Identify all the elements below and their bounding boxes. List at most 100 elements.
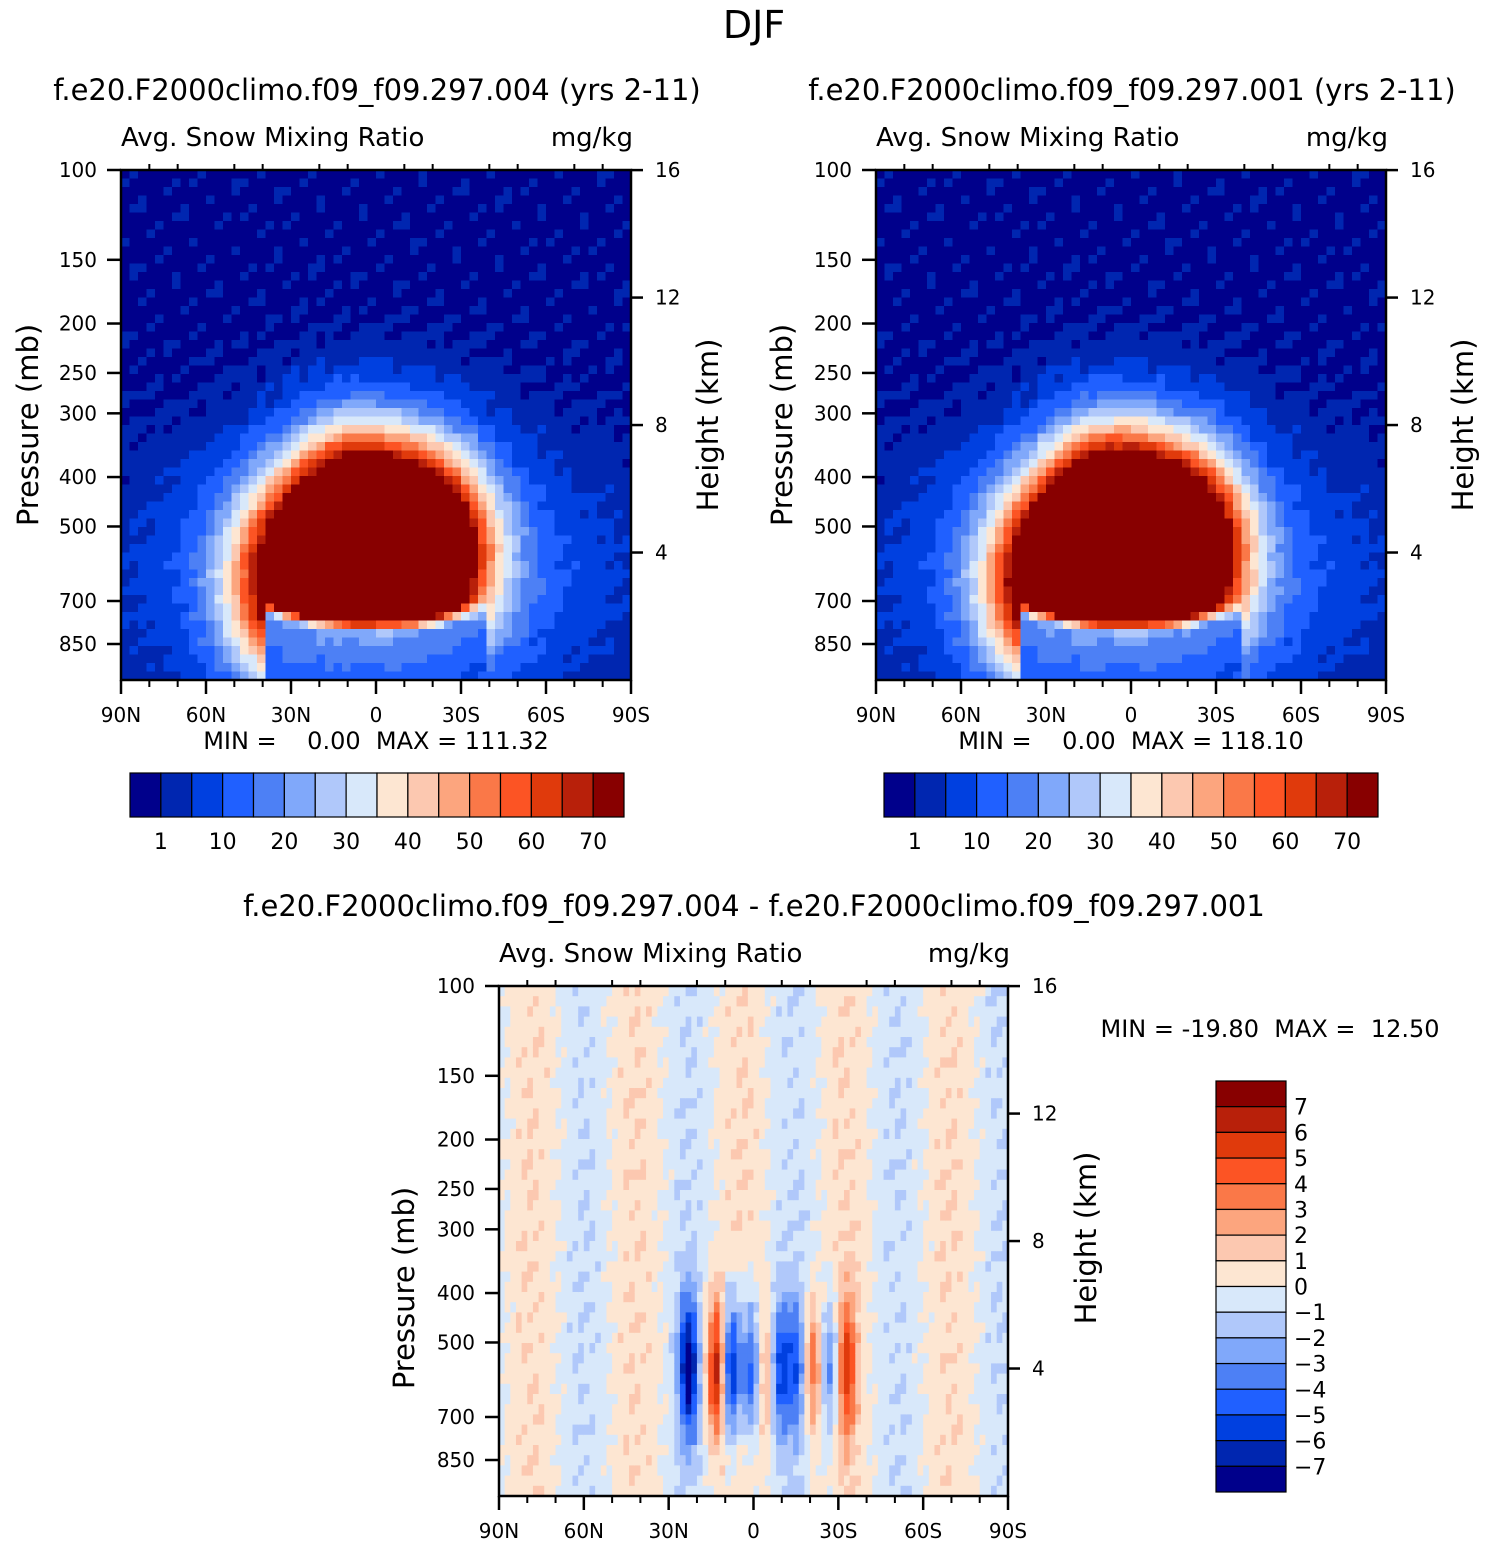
contour-cell [605, 518, 615, 528]
contour-cell [503, 510, 513, 520]
contour-cell [884, 561, 894, 571]
contour-cell [214, 484, 224, 494]
contour-cell [121, 663, 131, 673]
contour-cell [961, 280, 971, 290]
contour-cell [180, 255, 190, 265]
contour-cell [1046, 170, 1056, 180]
contour-cell [495, 221, 505, 231]
contour-cell [580, 527, 590, 537]
contour-cell [155, 357, 165, 367]
contour-cell [1037, 408, 1047, 418]
contour-cell [367, 501, 377, 511]
contour-cell [265, 518, 275, 528]
contour-cell [435, 297, 445, 307]
contour-cell [614, 263, 624, 273]
contour-cell [1029, 629, 1039, 639]
contour-cell [563, 442, 573, 452]
contour-cell [248, 204, 258, 214]
contour-cell [138, 263, 148, 273]
contour-cell [410, 561, 420, 571]
contour-cell [265, 578, 275, 588]
contour-cell [384, 637, 394, 647]
contour-cell [961, 229, 971, 239]
contour-cell [146, 620, 156, 630]
contour-cell [1037, 263, 1047, 273]
contour-cell [129, 246, 139, 256]
contour-cell [546, 416, 556, 426]
contour-cell [257, 595, 267, 605]
contour-cell [605, 374, 615, 384]
contour-cell [614, 272, 624, 282]
contour-cell [410, 399, 420, 409]
contour-cell [265, 569, 275, 579]
contour-cell [969, 433, 979, 443]
contour-cell [927, 238, 937, 248]
contour-cell [299, 331, 309, 341]
contour-cell [995, 603, 1005, 613]
contour-cell [240, 238, 250, 248]
contour-cell [622, 569, 631, 579]
contour-cell [274, 289, 284, 299]
contour-cell [1012, 561, 1022, 571]
contour-cell [529, 323, 539, 333]
contour-cell [503, 612, 513, 622]
contour-cell [393, 595, 403, 605]
contour-cell [478, 170, 488, 180]
contour-cell [901, 544, 911, 554]
contour-cell [214, 204, 224, 214]
contour-cell [901, 246, 911, 256]
contour-cell [486, 501, 496, 511]
contour-cell [248, 399, 258, 409]
contour-cell [995, 272, 1005, 282]
colorbar-label: 10 [209, 830, 237, 855]
contour-cell [503, 357, 513, 367]
contour-cell [316, 476, 326, 486]
contour-cell [918, 569, 928, 579]
contour-cell [876, 212, 886, 222]
contour-cell [138, 374, 148, 384]
contour-cell [978, 229, 988, 239]
contour-cell [325, 348, 335, 358]
contour-cell [512, 552, 522, 562]
contour-cell [554, 212, 564, 222]
contour-cell [121, 578, 131, 588]
contour-cell [410, 255, 420, 265]
contour-cell [893, 637, 903, 647]
contour-cell [384, 408, 394, 418]
contour-cell [622, 459, 631, 469]
contour-cell [1037, 654, 1047, 664]
contour-cell [163, 569, 173, 579]
contour-cell [172, 187, 182, 197]
contour-cell [969, 348, 979, 358]
contour-cell [291, 374, 301, 384]
contour-cell [884, 552, 894, 562]
contour-cell [257, 535, 267, 545]
contour-cell [469, 323, 479, 333]
contour-cell [986, 527, 996, 537]
contour-cell [986, 331, 996, 341]
contour-cell [189, 569, 199, 579]
contour-cell [350, 620, 360, 630]
contour-cell [486, 586, 496, 596]
contour-cell [622, 246, 631, 256]
colorbar-box [314, 772, 347, 818]
contour-cell [325, 408, 335, 418]
contour-cell [308, 603, 318, 613]
contour-cell [257, 229, 267, 239]
contour-cell [1012, 663, 1022, 673]
contour-cell [452, 544, 462, 554]
contour-cell [1029, 229, 1039, 239]
contour-cell [376, 323, 386, 333]
contour-cell [350, 331, 360, 341]
contour-cell [146, 416, 156, 426]
contour-cell [884, 544, 894, 554]
contour-cell [308, 280, 318, 290]
contour-cell [537, 586, 547, 596]
contour-cell [197, 399, 207, 409]
contour-cell [876, 535, 886, 545]
contour-cell [495, 178, 505, 188]
contour-cell [461, 195, 471, 205]
contour-cell [952, 238, 962, 248]
contour-cell [240, 170, 250, 180]
contour-cell [197, 654, 207, 664]
